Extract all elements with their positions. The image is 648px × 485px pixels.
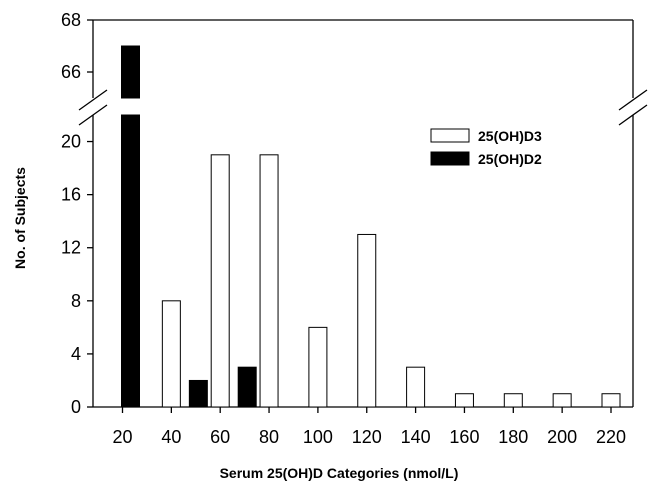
legend-label-d3: 25(OH)D3 (478, 128, 542, 144)
y-axis-title: No. of Subjects (12, 167, 28, 269)
x-tick-label-140: 140 (401, 427, 431, 447)
break-mark-right-1 (618, 89, 648, 111)
bar-d3-220 (601, 393, 621, 408)
y-axis-ticks: 0 4 8 12 16 20 66 68 (61, 10, 93, 417)
x-axis-ticks: 20 40 60 80 100 120 140 160 180 200 220 (112, 407, 626, 447)
legend: 25(OH)D3 25(OH)D2 (430, 128, 542, 167)
x-tick-label-120: 120 (352, 427, 382, 447)
bar-d2-20-lower (121, 114, 140, 408)
y-tick-label-20: 20 (61, 132, 81, 152)
x-tick-label-100: 100 (303, 427, 333, 447)
x-tick-label-60: 60 (210, 427, 230, 447)
y-tick-label-16: 16 (61, 185, 81, 205)
y-tick-label-0: 0 (71, 397, 81, 417)
bar-d3-140 (406, 366, 426, 408)
x-tick-label-40: 40 (161, 427, 181, 447)
legend-swatch-d3 (430, 128, 470, 143)
legend-label-d2: 25(OH)D2 (478, 151, 542, 167)
x-tick-label-20: 20 (112, 427, 132, 447)
x-tick-label-80: 80 (259, 427, 279, 447)
y-tick-label-4: 4 (71, 344, 81, 364)
y-tick-label-8: 8 (71, 291, 81, 311)
bar-d2-60 (237, 366, 257, 408)
bar-d3-60 (210, 154, 230, 408)
x-tick-label-220: 220 (596, 427, 626, 447)
y-tick-label-68: 68 (61, 10, 81, 30)
y-tick-label-66: 66 (61, 62, 81, 82)
break-mark-left-1 (78, 89, 108, 111)
bar-d2-40 (188, 379, 208, 408)
bars (121, 45, 621, 408)
x-tick-label-200: 200 (547, 427, 577, 447)
bar-d3-80 (259, 154, 279, 408)
bar-d3-100 (308, 326, 328, 408)
bar-d3-180 (503, 393, 523, 408)
bar-d3-120 (357, 233, 377, 408)
x-axis-title: Serum 25(OH)D Categories (nmol/L) (220, 465, 459, 481)
bar-d3-160 (454, 393, 474, 408)
bar-d3-200 (552, 393, 572, 408)
break-mark-right-2 (618, 104, 648, 126)
x-tick-label-180: 180 (498, 427, 528, 447)
break-mark-left-2 (78, 104, 108, 126)
chart-frame (92, 19, 634, 408)
bar-d3-40 (161, 300, 181, 408)
axis-break-marks (78, 89, 648, 126)
bar-d2-20-upper (121, 45, 140, 99)
legend-swatch-d2 (430, 151, 470, 166)
y-tick-label-12: 12 (61, 238, 81, 258)
x-tick-label-160: 160 (449, 427, 479, 447)
